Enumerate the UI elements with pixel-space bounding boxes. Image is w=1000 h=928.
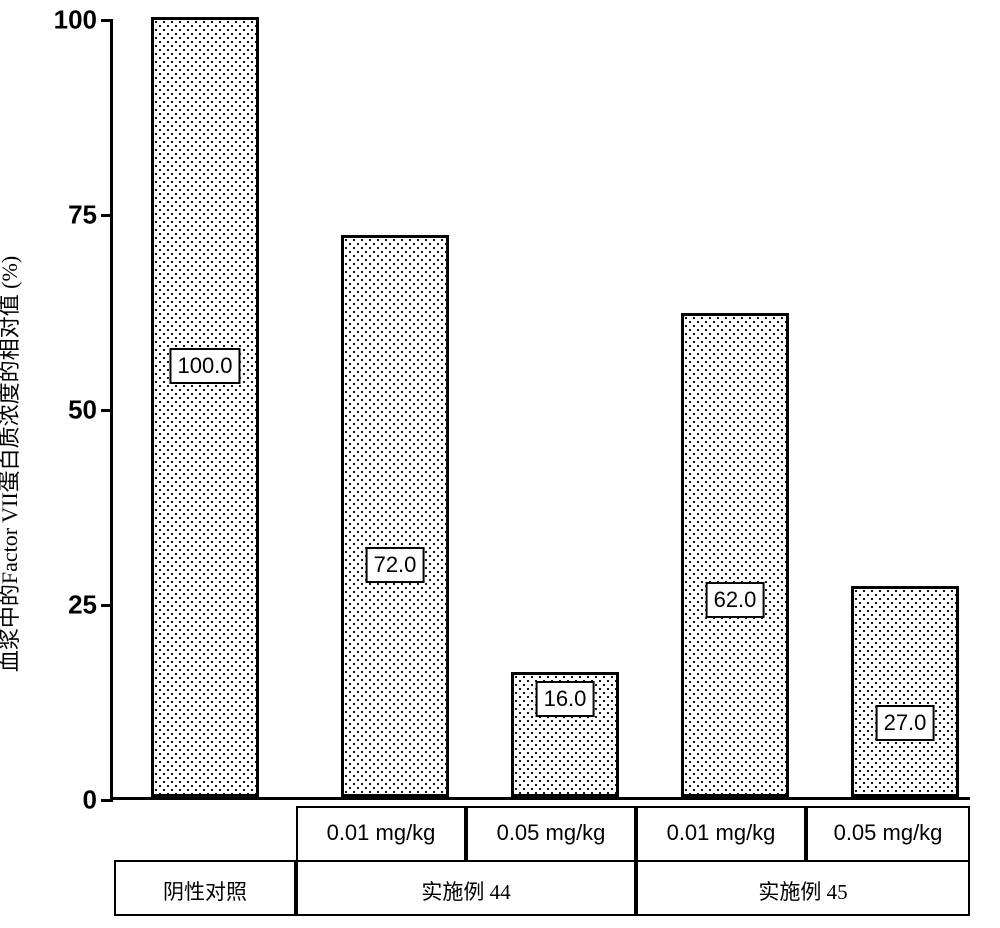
dose-cell: 0.01 mg/kg	[636, 806, 806, 862]
bar	[151, 17, 259, 797]
bar-value-label: 62.0	[706, 582, 765, 618]
bar-value-label: 27.0	[876, 705, 935, 741]
group-cell: 实施例 44	[296, 860, 636, 916]
bar-value-label: 16.0	[536, 681, 595, 717]
bar	[851, 586, 959, 797]
y-tick-label: 75	[68, 200, 97, 231]
dose-cell: 0.01 mg/kg	[296, 806, 466, 862]
plot-area: 0255075100100.072.016.062.027.0	[110, 20, 970, 800]
y-tick-label: 25	[68, 590, 97, 621]
bar-value-label: 72.0	[366, 547, 425, 583]
bar	[681, 313, 789, 797]
y-axis-label: 血浆中的Factor VII蛋白质浓度的相对值 (%)	[0, 256, 24, 672]
bar	[341, 235, 449, 797]
y-tick	[101, 19, 113, 22]
y-tick-label: 50	[68, 395, 97, 426]
y-tick	[101, 214, 113, 217]
dose-cell: 0.05 mg/kg	[466, 806, 636, 862]
bar-value-label: 100.0	[169, 348, 240, 384]
chart-container: 血浆中的Factor VII蛋白质浓度的相对值 (%) 0 25 50 75 100 10…	[0, 0, 1000, 928]
group-cell: 阴性对照	[114, 860, 296, 916]
y-tick	[101, 604, 113, 607]
group-cell: 实施例 45	[636, 860, 970, 916]
y-tick-label: 0	[83, 785, 97, 816]
y-tick	[101, 409, 113, 412]
y-tick-label: 100	[54, 5, 97, 36]
dose-cell: 0.05 mg/kg	[806, 806, 970, 862]
y-tick	[101, 799, 113, 802]
